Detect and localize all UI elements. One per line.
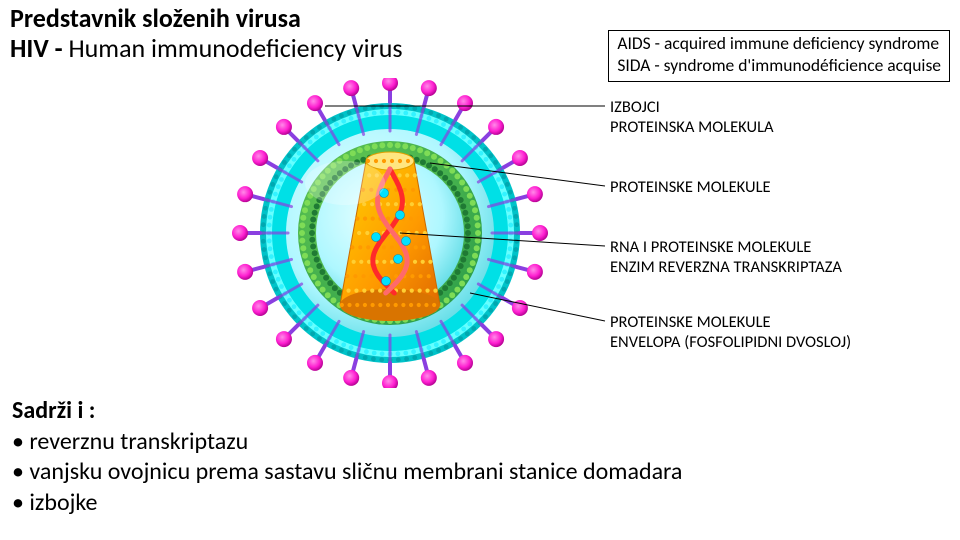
- diagram-label-line: PROTEINSKE MOLEKULE: [610, 178, 771, 198]
- title-line1: Predstavnik složenih virusa: [10, 4, 608, 34]
- bottom-bullet: • vanjsku ovojnicu prema sastavu sličnu …: [12, 457, 682, 488]
- aids-line2: SIDA - syndrome d'immunodéficience acqui…: [617, 55, 941, 77]
- bottom-text: Sadrži i : • reverznu transkriptazu• van…: [12, 396, 682, 519]
- title-hiv-rest: Human immunodeficiency virus: [68, 32, 402, 64]
- hiv-virus-diagram: [230, 78, 550, 388]
- diagram-label: IZBOJCIPROTEINSKA MOLEKULA: [610, 98, 774, 138]
- aids-line1: AIDS - acquired immune deficiency syndro…: [617, 33, 941, 55]
- diagram-label-line: RNA I PROTEINSKE MOLEKULE: [610, 238, 842, 258]
- title-block: Predstavnik složenih virusa HIV - Human …: [10, 4, 608, 64]
- bottom-bullets: • reverznu transkriptazu• vanjsku ovojni…: [12, 427, 682, 519]
- diagram-label: PROTEINSKE MOLEKULEENVELOPA (FOSFOLIPIDN…: [610, 313, 851, 353]
- bottom-bullet: • reverznu transkriptazu: [12, 427, 682, 458]
- title-line2: HIV - Human immunodeficiency virus: [10, 34, 608, 64]
- diagram-label: PROTEINSKE MOLEKULE: [610, 178, 771, 198]
- diagram-area: IZBOJCIPROTEINSKA MOLEKULA PROTEINSKE MOL…: [0, 78, 960, 388]
- title-hiv-bold: HIV -: [10, 32, 68, 64]
- diagram-label-line: PROTEINSKE MOLEKULE: [610, 313, 851, 333]
- bottom-lead: Sadrži i :: [12, 396, 682, 427]
- diagram-label-line: PROTEINSKA MOLEKULA: [610, 118, 774, 138]
- diagram-label-line: ENZIM REVERZNA TRANSKRIPTAZA: [610, 258, 842, 278]
- diagram-label: RNA I PROTEINSKE MOLEKULEENZIM REVERZNA …: [610, 238, 842, 278]
- diagram-label-line: ENVELOPA (FOSFOLIPIDNI DVOSLOJ): [610, 333, 851, 353]
- aids-definition-box: AIDS - acquired immune deficiency syndro…: [608, 30, 950, 82]
- bottom-bullet: • izbojke: [12, 488, 682, 519]
- diagram-label-line: IZBOJCI: [610, 98, 774, 118]
